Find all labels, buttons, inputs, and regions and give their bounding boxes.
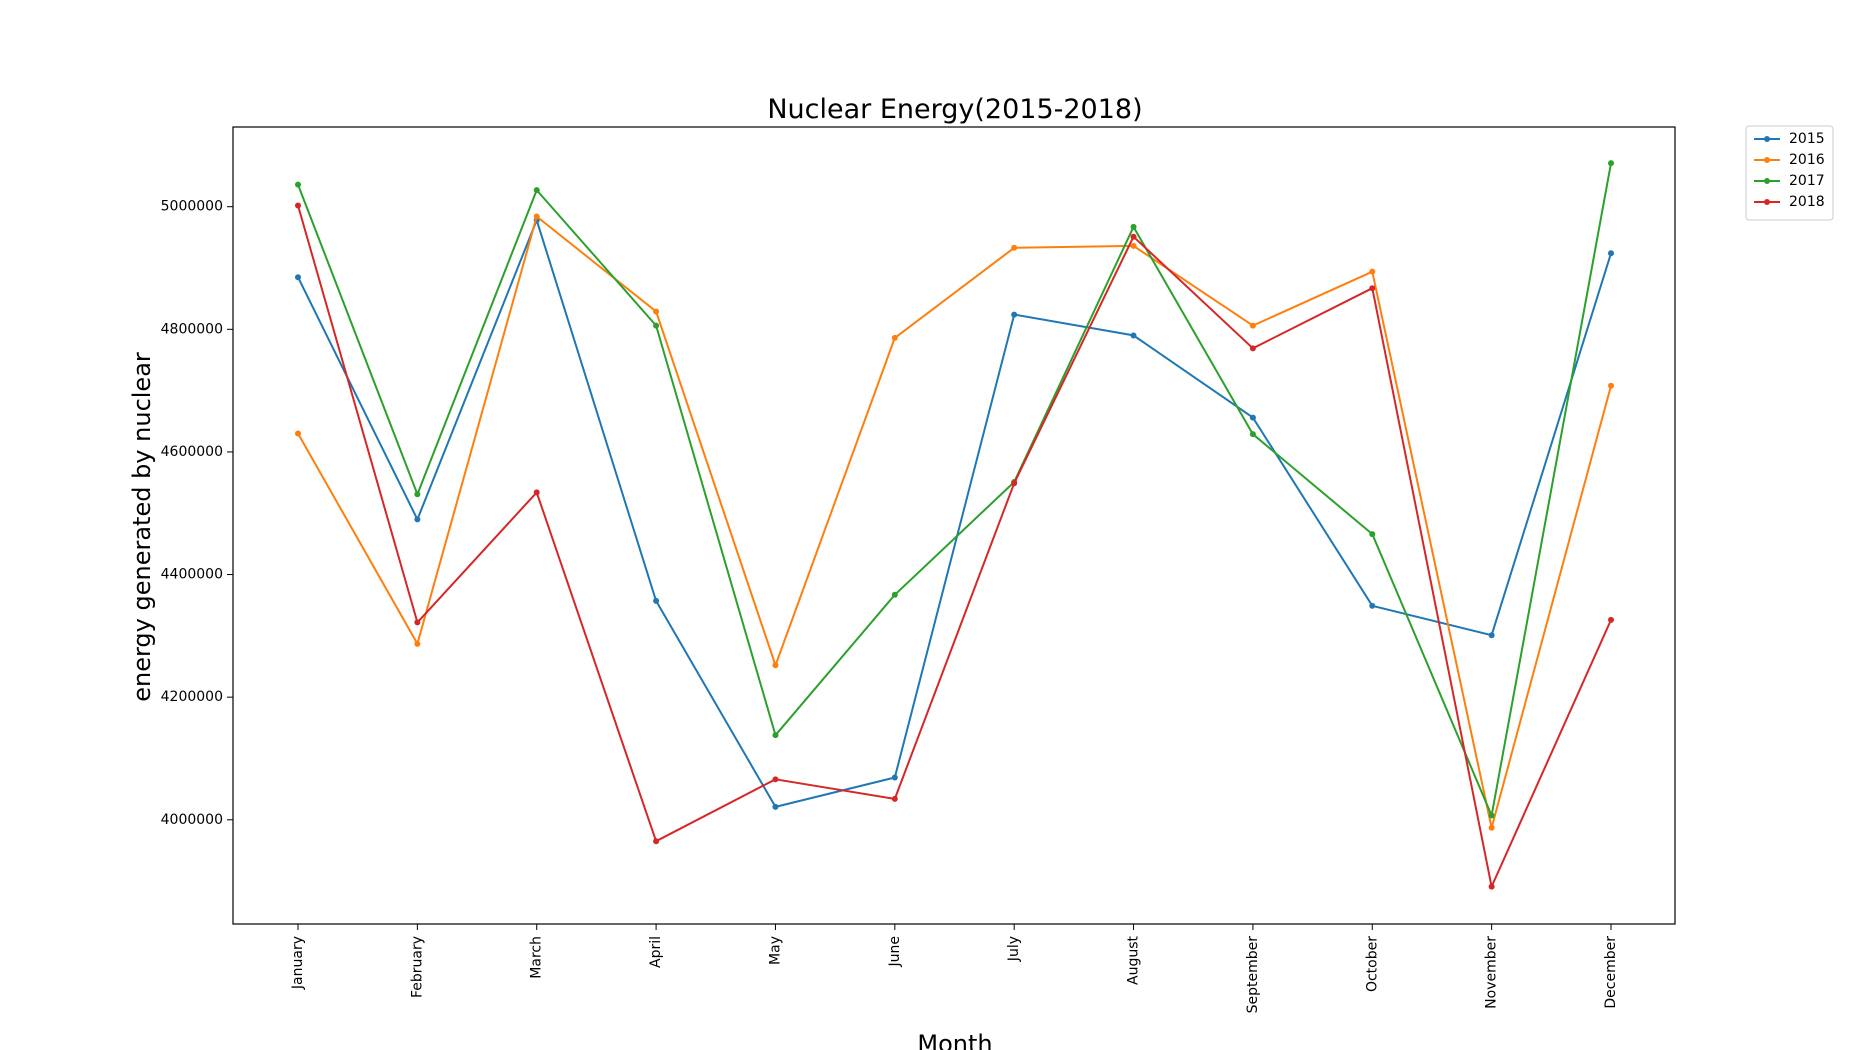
data-point [1369,285,1376,292]
data-point [891,774,898,781]
data-point [295,181,301,188]
x-tick-label: October [1364,936,1380,992]
x-tick-label: June [887,936,903,968]
x-tick-label: September [1245,936,1261,1014]
series-line [297,219,1612,808]
y-axis: 4000000 4200000 4400000 4600000 4800000 50000… [161,199,233,828]
y-tick-label: 4000000 [161,812,223,828]
y-tick-label: 4600000 [161,444,223,460]
data-point [653,597,660,604]
data-point [414,491,421,498]
data-point [1130,223,1137,230]
data-point [414,640,421,647]
data-point [653,308,660,315]
data-point [1488,824,1495,831]
x-tick-label: July [1006,936,1022,962]
plot-area [295,160,1614,890]
plot-frame [232,126,1676,925]
y-axis-label: energy generated by nuclear [128,352,156,702]
legend-marker [1764,199,1770,205]
x-axis: January February March April May June July Augu… [290,924,1619,1013]
data-point [1608,160,1614,167]
data-point [772,803,779,810]
legend: 2015 2016 2017 2018 [1745,125,1834,221]
data-point [414,516,421,523]
data-point [533,489,540,496]
series-2018 [295,202,1614,890]
x-tick-label: January [290,936,306,990]
data-point [653,838,660,845]
data-point [1249,345,1256,352]
data-point [1249,431,1256,438]
data-point [1608,250,1614,257]
data-point [1130,242,1137,249]
data-point [1011,244,1018,251]
data-point [1249,322,1256,329]
series-2015 [295,217,1614,810]
x-tick-label: February [409,936,425,998]
data-point [1130,332,1137,339]
data-point [891,795,898,802]
data-point [1130,233,1137,240]
legend-label: 2015 [1789,131,1825,147]
x-tick-label: April [648,936,664,968]
legend-label: 2016 [1789,152,1825,168]
data-point [772,732,779,739]
series-line [297,205,1612,888]
legend-marker [1764,157,1770,163]
x-tick-label: May [767,936,783,965]
data-point [533,187,540,194]
series-line [297,215,1612,829]
data-point [295,202,301,209]
y-tick-label: 4200000 [161,689,223,705]
data-point [1369,268,1376,275]
data-point [1488,812,1495,819]
data-point [414,619,421,626]
data-point [1369,531,1376,538]
data-point [891,334,898,341]
x-tick-label: December [1603,936,1619,1009]
data-point [1488,632,1495,639]
legend-marker [1764,136,1770,142]
series-line [297,163,1612,817]
y-tick-label: 4800000 [161,321,223,337]
legend-marker [1764,178,1770,184]
data-point [295,430,301,437]
x-tick-label: August [1126,935,1142,985]
data-point [1608,382,1614,389]
x-axis-label: Month [917,1030,992,1050]
legend-label: 2018 [1789,194,1825,210]
data-point [1369,602,1376,609]
y-tick-label: 4400000 [161,567,223,583]
legend-box [1745,125,1834,221]
data-point [1608,616,1614,623]
data-point [772,662,779,669]
y-tick-label: 5000000 [161,199,223,215]
x-tick-label: March [529,936,545,979]
series-2016 [295,213,1614,831]
data-point [1011,311,1018,318]
data-point [1011,480,1018,487]
data-point [1488,883,1495,890]
data-point [653,322,660,329]
chart-title: Nuclear Energy(2015-2018) [767,94,1142,125]
data-point [295,274,301,281]
legend-label: 2017 [1789,173,1825,189]
data-point [1249,414,1256,421]
data-point [772,776,779,783]
data-point [891,591,898,598]
data-point [533,213,540,220]
x-tick-label: November [1484,936,1500,1009]
